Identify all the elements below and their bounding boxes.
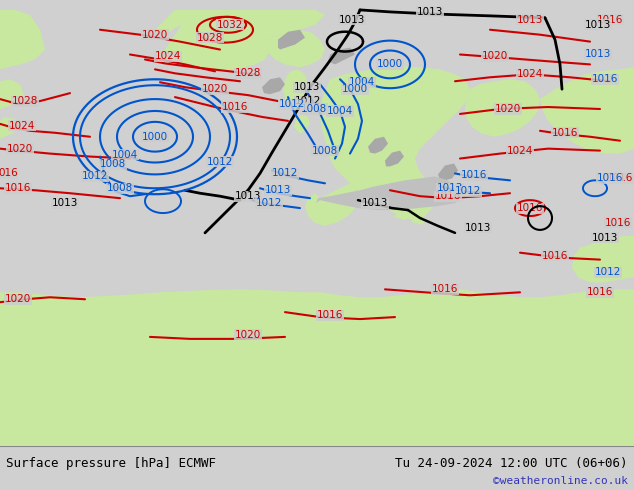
Text: 1008: 1008 (301, 104, 327, 114)
Polygon shape (0, 10, 45, 70)
Text: 1013: 1013 (235, 191, 261, 201)
Text: 1013: 1013 (294, 82, 320, 92)
Text: 1013: 1013 (517, 15, 543, 25)
Text: 1013: 1013 (265, 185, 291, 195)
Text: 1012: 1012 (279, 99, 305, 109)
Polygon shape (265, 30, 325, 68)
Polygon shape (385, 150, 404, 167)
Text: 1024: 1024 (507, 146, 533, 156)
Text: 1016: 1016 (605, 218, 631, 228)
Text: 1024: 1024 (517, 69, 543, 79)
Text: 1016: 1016 (517, 203, 543, 213)
Text: 1000: 1000 (377, 59, 403, 70)
Text: 1016: 1016 (5, 183, 31, 193)
Polygon shape (572, 236, 634, 282)
Polygon shape (328, 48, 355, 64)
Text: 1020: 1020 (235, 330, 261, 340)
Polygon shape (438, 164, 458, 180)
Text: 016: 016 (0, 169, 18, 178)
Text: Tu 24-09-2024 12:00 UTC (06+06): Tu 24-09-2024 12:00 UTC (06+06) (395, 457, 628, 470)
Polygon shape (0, 289, 634, 446)
Polygon shape (411, 215, 426, 225)
Text: 1013: 1013 (437, 183, 463, 193)
Text: 1012: 1012 (207, 156, 233, 167)
Text: 1032: 1032 (217, 20, 243, 30)
Polygon shape (305, 183, 358, 226)
Text: 1024: 1024 (9, 121, 36, 131)
Text: 1013: 1013 (585, 49, 611, 59)
Text: 1016: 1016 (317, 310, 343, 320)
Polygon shape (0, 117, 18, 139)
Text: 1008: 1008 (100, 159, 126, 170)
Text: 1016: 1016 (432, 284, 458, 294)
Text: Surface pressure [hPa] ECMWF: Surface pressure [hPa] ECMWF (6, 457, 216, 470)
Text: 1013: 1013 (585, 20, 611, 30)
Text: 1016: 1016 (542, 251, 568, 261)
Text: 1016: 1016 (435, 191, 461, 201)
Text: 1008: 1008 (312, 146, 338, 156)
Text: 1020: 1020 (202, 84, 228, 94)
Text: 1008: 1008 (107, 183, 133, 193)
Text: 1028: 1028 (12, 96, 38, 106)
Text: 1016: 1016 (222, 102, 248, 112)
Text: 1024: 1024 (155, 51, 181, 61)
Polygon shape (0, 79, 25, 109)
Text: 1004: 1004 (112, 149, 138, 160)
Text: 1020: 1020 (7, 144, 33, 154)
Text: 1013: 1013 (52, 198, 78, 208)
Polygon shape (262, 77, 285, 94)
Text: 1000: 1000 (342, 84, 368, 94)
Text: 1020: 1020 (5, 294, 31, 304)
Text: 1013: 1013 (362, 198, 388, 208)
Text: ©weatheronline.co.uk: ©weatheronline.co.uk (493, 476, 628, 487)
Text: 1016: 1016 (552, 128, 578, 138)
Polygon shape (394, 210, 410, 220)
Polygon shape (294, 114, 310, 134)
Text: 1013: 1013 (417, 7, 443, 17)
Text: 1020: 1020 (142, 30, 168, 40)
Text: 1004: 1004 (327, 106, 353, 116)
Text: 1020: 1020 (482, 51, 508, 61)
Text: 1012: 1012 (595, 268, 621, 277)
Text: 1000: 1000 (142, 132, 168, 142)
Text: 1012: 1012 (82, 172, 108, 181)
Polygon shape (320, 66, 470, 220)
Text: 1016: 1016 (607, 173, 633, 183)
Polygon shape (155, 10, 325, 40)
Text: 1016: 1016 (461, 171, 487, 180)
Text: 1013: 1013 (592, 233, 618, 243)
Polygon shape (540, 87, 630, 147)
Text: 1012: 1012 (455, 186, 481, 196)
Text: 1012: 1012 (295, 96, 321, 106)
Text: 1013: 1013 (465, 223, 491, 233)
Text: 1016: 1016 (597, 173, 623, 183)
Polygon shape (413, 180, 432, 196)
Polygon shape (316, 176, 462, 210)
Polygon shape (278, 30, 305, 49)
Polygon shape (368, 137, 388, 153)
Text: 1012: 1012 (272, 169, 298, 178)
Text: 1013: 1013 (339, 15, 365, 25)
Text: 1012: 1012 (256, 198, 282, 208)
Text: 1004: 1004 (349, 77, 375, 87)
Polygon shape (465, 79, 540, 137)
Text: 1016: 1016 (597, 15, 623, 25)
Text: 1016: 1016 (587, 287, 613, 297)
Polygon shape (540, 68, 634, 153)
Text: 1016: 1016 (592, 74, 618, 84)
Text: 1020: 1020 (495, 104, 521, 114)
Text: 1028: 1028 (197, 33, 223, 43)
Text: 1028: 1028 (235, 68, 261, 78)
Polygon shape (155, 10, 270, 72)
Polygon shape (283, 70, 308, 109)
